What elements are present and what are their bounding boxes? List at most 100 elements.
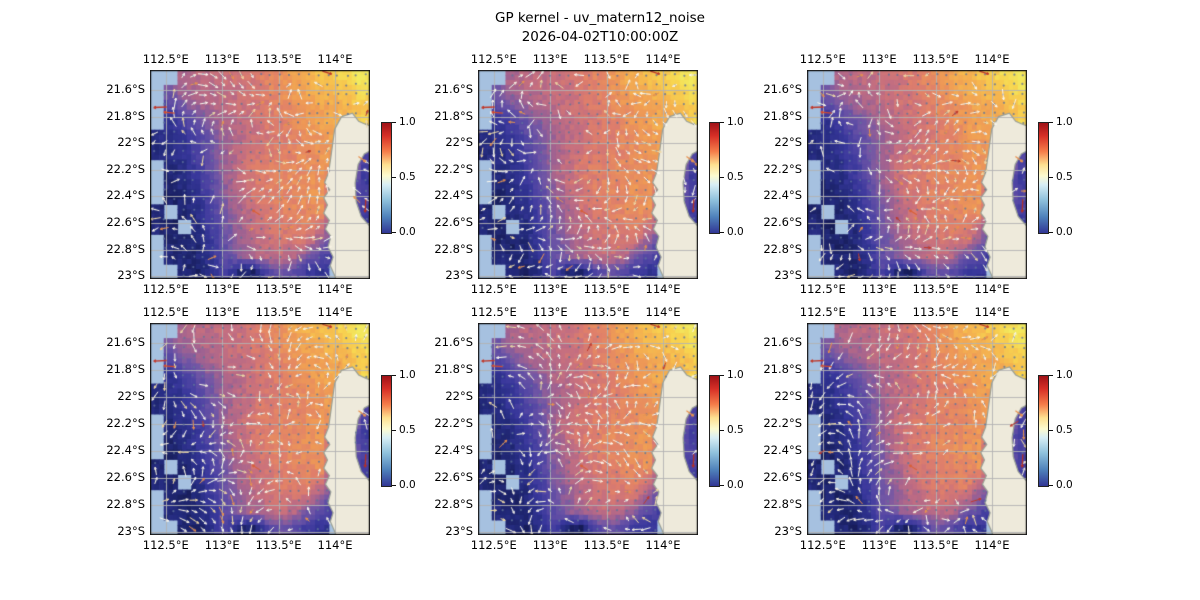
- colorbar-tick-label-1-1: 0.5: [727, 171, 744, 183]
- x-tick-label-bottom-5-3: 114°E: [974, 538, 1010, 552]
- x-tick-label-top-4-3: 114°E: [645, 305, 681, 319]
- colorbar-tick-label-2-0: 1.0: [1056, 116, 1073, 128]
- y-tick-label-3-5: 22.6°S: [106, 470, 145, 485]
- y-tick-label-1-0: 21.6°S: [434, 81, 473, 96]
- colorbar-tickmark-0-0: [392, 121, 396, 123]
- y-tick-label-1-2: 22°S: [445, 135, 473, 150]
- x-tick-label-bottom-1-2: 113.5°E: [583, 282, 630, 296]
- x-tick-label-bottom-5-0: 112.5°E: [799, 538, 846, 552]
- colorbar-tickmark-4-1: [720, 429, 724, 431]
- y-tick-label-3-2: 22°S: [117, 389, 145, 404]
- x-tick-label-bottom-2-3: 114°E: [974, 282, 1010, 296]
- y-tick-label-3-4: 22.4°S: [106, 443, 145, 458]
- x-tick-label-top-5-2: 113.5°E: [912, 305, 959, 319]
- x-tick-label-bottom-4-2: 113.5°E: [583, 538, 630, 552]
- colorbar-tick-label-5-2: 0.0: [1056, 479, 1073, 491]
- x-tick-label-bottom-0-2: 113.5°E: [255, 282, 302, 296]
- y-tick-label-4-3: 22.2°S: [434, 416, 473, 431]
- colorbar-tick-label-5-0: 1.0: [1056, 369, 1073, 381]
- colorbar-tick-label-0-1: 0.5: [399, 171, 416, 183]
- colorbar-5: [1038, 375, 1049, 487]
- y-tick-label-5-4: 22.4°S: [763, 443, 802, 458]
- colorbar-tickmark-3-1: [392, 429, 396, 431]
- y-tick-label-0-2: 22°S: [117, 135, 145, 150]
- x-tick-label-bottom-5-1: 113°E: [861, 538, 897, 552]
- x-tick-label-bottom-3-1: 113°E: [204, 538, 240, 552]
- y-tick-label-4-7: 23°S: [445, 524, 473, 539]
- y-tick-label-5-7: 23°S: [774, 524, 802, 539]
- y-tick-label-1-7: 23°S: [445, 268, 473, 283]
- x-tick-label-top-0-1: 113°E: [204, 52, 240, 66]
- colorbar-2: [1038, 122, 1049, 234]
- colorbar-tickmark-2-1: [1049, 176, 1053, 178]
- colorbar-tick-label-3-1: 0.5: [399, 424, 416, 436]
- colorbar-tickmark-3-2: [392, 484, 396, 486]
- colorbar-tickmark-0-1: [392, 176, 396, 178]
- x-tick-label-top-1-3: 114°E: [645, 52, 681, 66]
- y-tick-label-5-5: 22.6°S: [763, 470, 802, 485]
- x-tick-label-bottom-1-1: 113°E: [532, 282, 568, 296]
- y-tick-label-5-0: 21.6°S: [763, 335, 802, 350]
- x-tick-label-bottom-4-3: 114°E: [645, 538, 681, 552]
- y-tick-label-1-4: 22.4°S: [434, 188, 473, 203]
- y-tick-label-1-6: 22.8°S: [434, 241, 473, 256]
- y-tick-label-3-1: 21.8°S: [106, 362, 145, 377]
- x-tick-label-top-4-1: 113°E: [532, 305, 568, 319]
- colorbar-tick-label-5-1: 0.5: [1056, 424, 1073, 436]
- x-tick-label-top-2-0: 112.5°E: [799, 52, 846, 66]
- colorbar-tickmark-5-1: [1049, 429, 1053, 431]
- colorbar-tick-label-4-1: 0.5: [727, 424, 744, 436]
- x-tick-label-top-2-3: 114°E: [974, 52, 1010, 66]
- y-tick-label-1-1: 21.8°S: [434, 108, 473, 123]
- y-tick-label-0-1: 21.8°S: [106, 108, 145, 123]
- x-tick-label-bottom-2-2: 113.5°E: [912, 282, 959, 296]
- y-tick-label-2-5: 22.6°S: [763, 215, 802, 230]
- x-tick-label-top-0-0: 112.5°E: [142, 52, 189, 66]
- y-tick-label-2-0: 21.6°S: [763, 81, 802, 96]
- colorbar-tick-label-2-1: 0.5: [1056, 171, 1073, 183]
- map-panel-4: [478, 323, 698, 535]
- x-tick-label-top-3-2: 113.5°E: [255, 305, 302, 319]
- colorbar-tick-label-0-0: 1.0: [399, 116, 416, 128]
- y-tick-label-2-6: 22.8°S: [763, 241, 802, 256]
- colorbar-tick-label-4-0: 1.0: [727, 369, 744, 381]
- x-tick-label-top-0-3: 114°E: [317, 52, 353, 66]
- y-tick-label-5-2: 22°S: [774, 389, 802, 404]
- y-tick-label-2-7: 23°S: [774, 268, 802, 283]
- x-tick-label-bottom-4-1: 113°E: [532, 538, 568, 552]
- y-tick-label-4-0: 21.6°S: [434, 335, 473, 350]
- y-tick-label-0-3: 22.2°S: [106, 161, 145, 176]
- y-tick-label-0-5: 22.6°S: [106, 215, 145, 230]
- y-tick-label-2-2: 22°S: [774, 135, 802, 150]
- x-tick-label-top-0-2: 113.5°E: [255, 52, 302, 66]
- y-tick-label-1-3: 22.2°S: [434, 161, 473, 176]
- y-tick-label-4-1: 21.8°S: [434, 362, 473, 377]
- colorbar-tickmark-1-2: [720, 231, 724, 233]
- x-tick-label-top-4-0: 112.5°E: [470, 305, 517, 319]
- map-panel-2: [807, 70, 1027, 279]
- colorbar-tickmark-5-0: [1049, 374, 1053, 376]
- y-tick-label-2-4: 22.4°S: [763, 188, 802, 203]
- map-panel-1: [478, 70, 698, 279]
- colorbar-tick-label-3-2: 0.0: [399, 479, 416, 491]
- colorbar-tickmark-5-2: [1049, 484, 1053, 486]
- x-tick-label-bottom-3-2: 113.5°E: [255, 538, 302, 552]
- colorbar-4: [709, 375, 720, 487]
- x-tick-label-top-2-2: 113.5°E: [912, 52, 959, 66]
- y-tick-label-4-5: 22.6°S: [434, 470, 473, 485]
- map-panel-3: [150, 323, 370, 535]
- colorbar-tick-label-0-2: 0.0: [399, 226, 416, 238]
- x-tick-label-top-1-2: 113.5°E: [583, 52, 630, 66]
- map-panel-0: [150, 70, 370, 279]
- x-tick-label-bottom-4-0: 112.5°E: [470, 538, 517, 552]
- colorbar-tick-label-3-0: 1.0: [399, 369, 416, 381]
- colorbar-0: [381, 122, 392, 234]
- y-tick-label-0-4: 22.4°S: [106, 188, 145, 203]
- colorbar-tick-label-1-2: 0.0: [727, 226, 744, 238]
- y-tick-label-1-5: 22.6°S: [434, 215, 473, 230]
- colorbar-tick-label-4-2: 0.0: [727, 479, 744, 491]
- x-tick-label-bottom-2-1: 113°E: [861, 282, 897, 296]
- x-tick-label-top-1-0: 112.5°E: [470, 52, 517, 66]
- figure-title-line2: 2026-04-02T10:00:00Z: [521, 29, 679, 45]
